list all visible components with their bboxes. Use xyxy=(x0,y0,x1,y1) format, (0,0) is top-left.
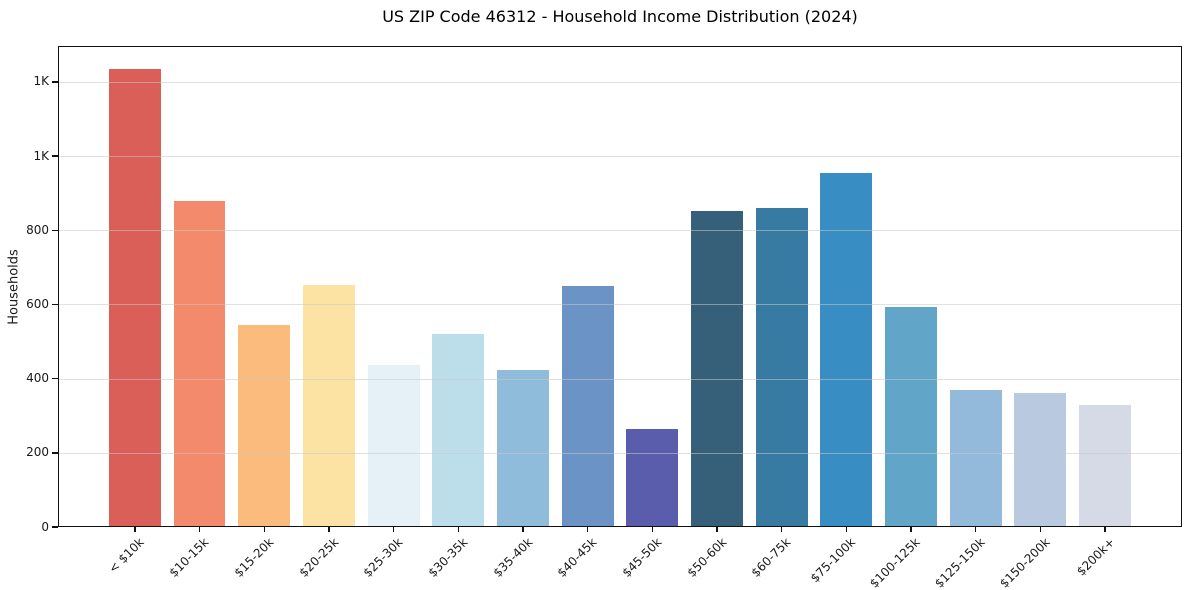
x-tick-label: $40-45k xyxy=(554,535,600,580)
bar xyxy=(626,429,679,527)
bar xyxy=(497,370,549,527)
y-tick-mark xyxy=(52,452,58,454)
y-tick-label: 800 xyxy=(26,222,49,237)
bar xyxy=(303,284,355,527)
y-tick-mark xyxy=(52,229,58,232)
x-tick-label: $10-15k xyxy=(166,535,212,580)
y-axis-label: Households xyxy=(6,249,22,325)
x-tick-mark xyxy=(198,527,201,532)
y-tick-mark xyxy=(52,377,58,380)
y-tick-label: 1K xyxy=(33,148,49,163)
y-tick-label: 200 xyxy=(26,445,49,460)
y-tick-mark xyxy=(52,155,58,157)
x-tick-mark xyxy=(457,527,460,532)
gridline xyxy=(58,452,1182,454)
x-tick-label: $200k+ xyxy=(1073,535,1117,579)
x-tick-mark xyxy=(392,527,395,532)
x-tick-mark xyxy=(974,527,977,532)
y-tick-label: 0 xyxy=(41,519,49,534)
x-tick-mark xyxy=(522,527,524,532)
gridline xyxy=(58,156,1182,158)
y-tick-label: 400 xyxy=(26,371,49,386)
bar xyxy=(109,68,161,527)
x-tick-mark xyxy=(586,527,589,532)
y-tick-label: 600 xyxy=(26,296,49,311)
x-tick-label: $45-50k xyxy=(619,535,665,580)
bar xyxy=(367,365,420,527)
x-tick-mark xyxy=(651,527,654,532)
x-tick-mark xyxy=(716,527,718,532)
bar xyxy=(432,334,485,527)
plot-area xyxy=(58,46,1182,527)
bar xyxy=(820,172,873,527)
bar xyxy=(691,210,743,527)
x-tick-mark xyxy=(1039,527,1042,532)
x-tick-mark xyxy=(780,527,783,532)
x-tick-mark xyxy=(134,527,136,532)
x-tick-label: $75-100k xyxy=(807,535,859,586)
bar xyxy=(885,306,937,527)
x-tick-label: $150-200k xyxy=(996,535,1053,590)
y-tick-mark xyxy=(52,303,58,306)
gridline xyxy=(58,378,1182,380)
x-tick-mark xyxy=(910,527,912,532)
bar xyxy=(238,324,291,527)
x-tick-label: $50-60k xyxy=(684,535,729,580)
gridline xyxy=(58,81,1182,83)
x-tick-label: $15-20k xyxy=(231,535,277,580)
bar xyxy=(1014,393,1067,527)
x-tick-label: $100-125k xyxy=(867,535,923,590)
x-tick-label: $25-30k xyxy=(360,535,406,580)
x-tick-label: $20-25k xyxy=(296,535,341,580)
bar xyxy=(561,285,614,527)
gridline xyxy=(58,230,1182,232)
x-tick-label: < $10k xyxy=(106,535,147,576)
x-tick-mark xyxy=(845,527,848,532)
bar xyxy=(1079,405,1131,527)
bar xyxy=(949,389,1002,527)
x-tick-mark xyxy=(263,527,266,532)
y-tick-mark xyxy=(52,526,58,528)
gridline xyxy=(58,304,1182,306)
y-tick-label: 1K xyxy=(33,74,49,89)
x-tick-label: $125-150k xyxy=(931,535,988,590)
bar xyxy=(755,208,808,527)
x-tick-label: $60-75k xyxy=(748,535,794,580)
x-tick-mark xyxy=(1104,527,1106,532)
chart-title: US ZIP Code 46312 - Household Income Dis… xyxy=(382,7,858,26)
bar xyxy=(173,201,226,527)
x-tick-mark xyxy=(328,527,330,532)
x-tick-label: $35-40k xyxy=(490,535,535,580)
x-tick-label: $30-35k xyxy=(425,535,471,580)
y-tick-mark xyxy=(52,81,58,83)
